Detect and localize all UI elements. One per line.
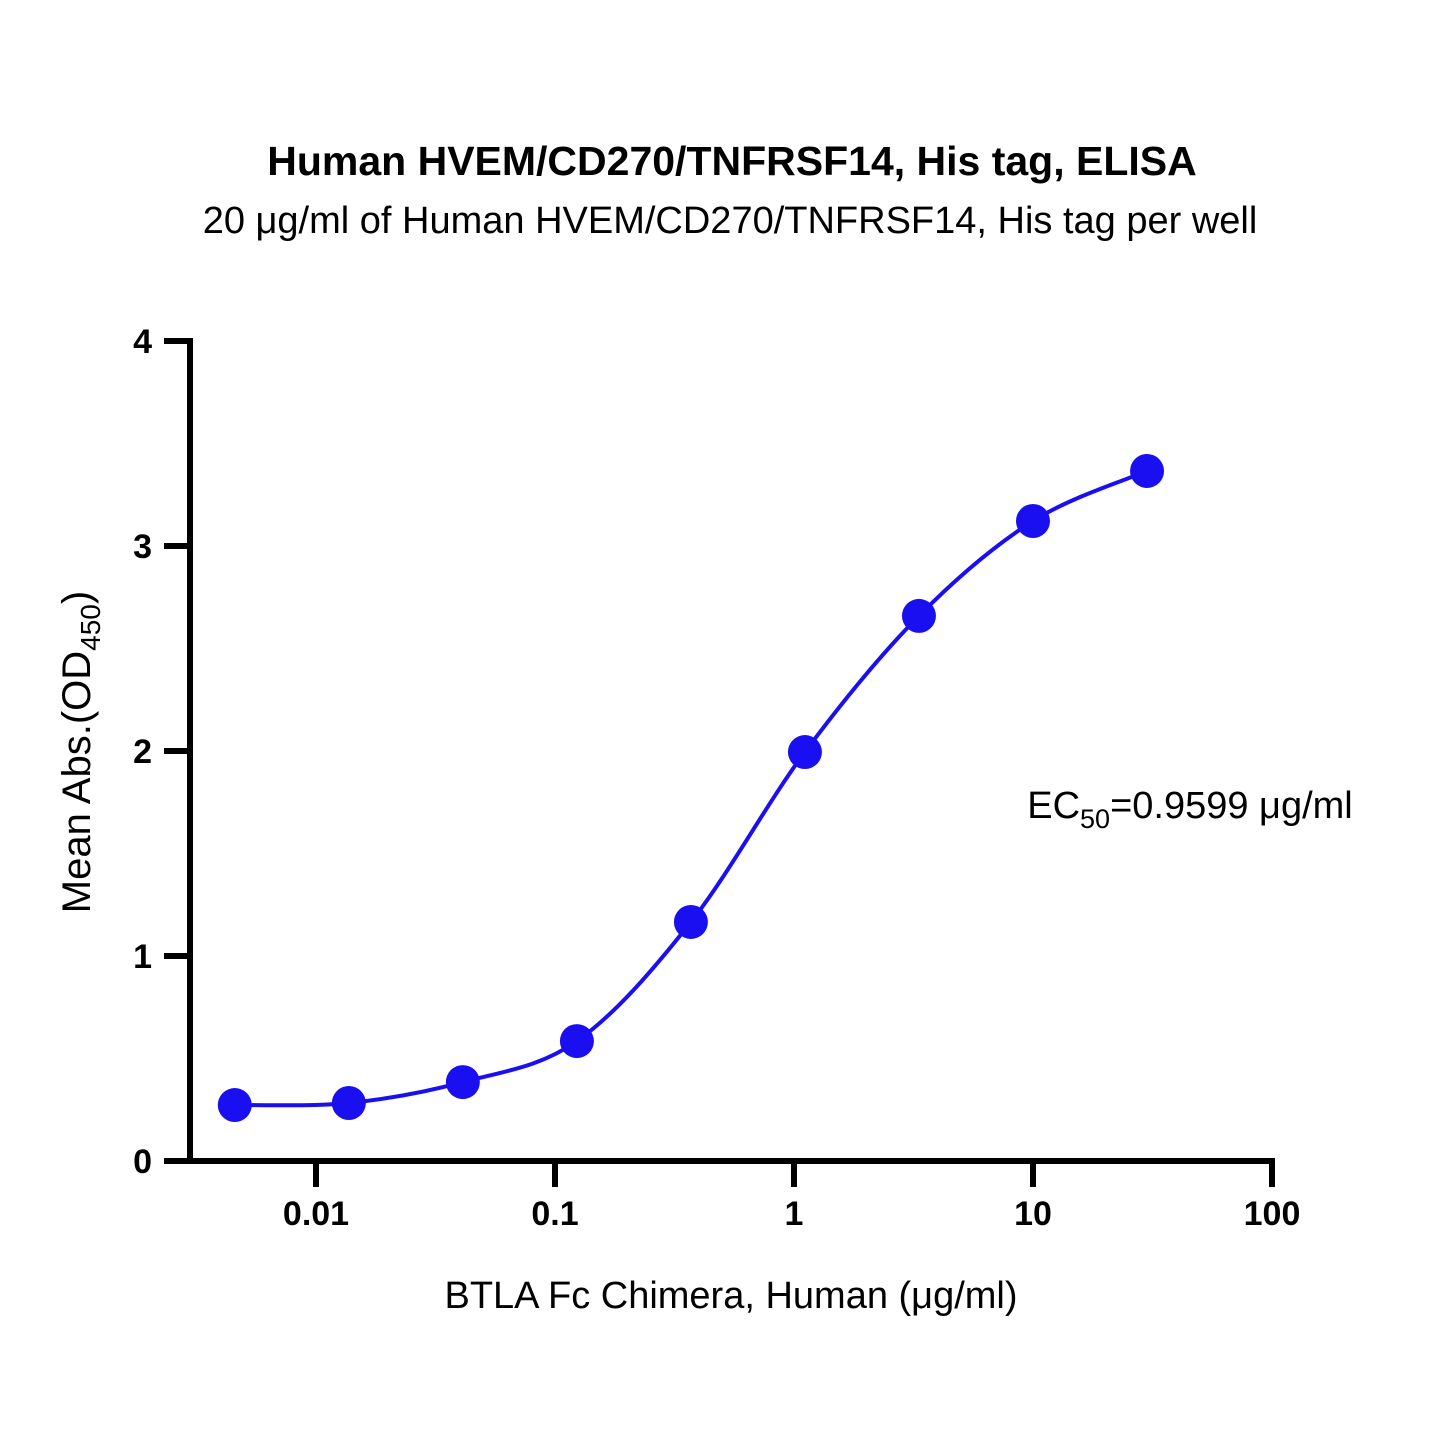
x-tick-label: 0.01 — [283, 1195, 349, 1233]
chart-subtitle: 20 μg/ml of Human HVEM/CD270/TNFRSF14, H… — [203, 200, 1258, 242]
annotation-main: EC — [1027, 785, 1080, 827]
fit-curve — [234, 469, 1148, 1108]
y-tick-label: 1 — [133, 938, 152, 976]
annotation: EC50=0.9599 μg/ml — [1027, 785, 1353, 834]
chart-title: Human HVEM/CD270/TNFRSF14, His tag, ELIS… — [267, 138, 1197, 184]
data-point — [787, 735, 822, 770]
annotation-end: =0.9599 μg/ml — [1110, 785, 1353, 827]
x-axis-label: BTLA Fc Chimera, Human (μg/ml) — [444, 1275, 1017, 1317]
data-point — [1016, 503, 1051, 538]
data-point — [331, 1085, 366, 1120]
y-axis-label-end: ) — [55, 591, 99, 604]
x-tick-label: 100 — [1244, 1195, 1301, 1233]
y-tick-label: 2 — [133, 733, 152, 771]
y-axis-label-sub: 450 — [75, 604, 106, 651]
data-point — [559, 1024, 594, 1059]
y-tick-label: 0 — [133, 1143, 152, 1181]
x-tick-label: 10 — [1014, 1195, 1052, 1233]
data-point — [673, 904, 708, 939]
data-point — [217, 1088, 252, 1123]
y-tick-label: 3 — [133, 528, 152, 566]
x-tick-label: 0.1 — [531, 1195, 578, 1233]
data-point — [901, 598, 936, 633]
x-tick-label: 1 — [785, 1195, 804, 1233]
data-point — [445, 1065, 480, 1100]
data-point — [1130, 453, 1165, 488]
y-tick-label: 4 — [133, 323, 152, 361]
y-axis-label: Mean Abs.(OD450) — [55, 591, 106, 913]
y-axis-label-main: Mean Abs.(OD — [55, 651, 99, 913]
annotation-sub: 50 — [1080, 804, 1110, 834]
